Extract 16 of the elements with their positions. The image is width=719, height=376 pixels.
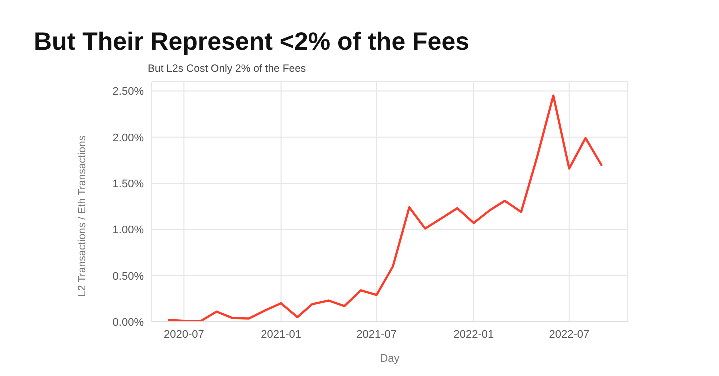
- y-axis-title: L2 Transactions / Eth Transactions: [76, 136, 89, 297]
- x-tick-label: 2022-07: [549, 328, 590, 341]
- x-tick-label: 2021-01: [261, 328, 302, 341]
- y-tick-label: 1.00%: [112, 224, 144, 237]
- x-tick-label: 2021-07: [356, 328, 397, 341]
- x-axis-title: Day: [380, 353, 400, 365]
- line-series: [167, 94, 604, 322]
- x-tick-label: 2020-07: [164, 328, 204, 341]
- y-tick-label: 2.00%: [112, 132, 144, 144]
- x-tick-label: 2022-01: [454, 328, 494, 341]
- y-tick-label: 2.50%: [112, 86, 144, 98]
- chart-subtitle: But L2s Cost Only 2% of the Fees: [148, 63, 306, 75]
- y-tick-label: 0.00%: [112, 316, 144, 329]
- chart-title: But Their Represent <2% of the Fees: [34, 28, 470, 57]
- y-tick-label: 1.50%: [112, 178, 144, 190]
- y-tick-label: 0.50%: [112, 270, 144, 283]
